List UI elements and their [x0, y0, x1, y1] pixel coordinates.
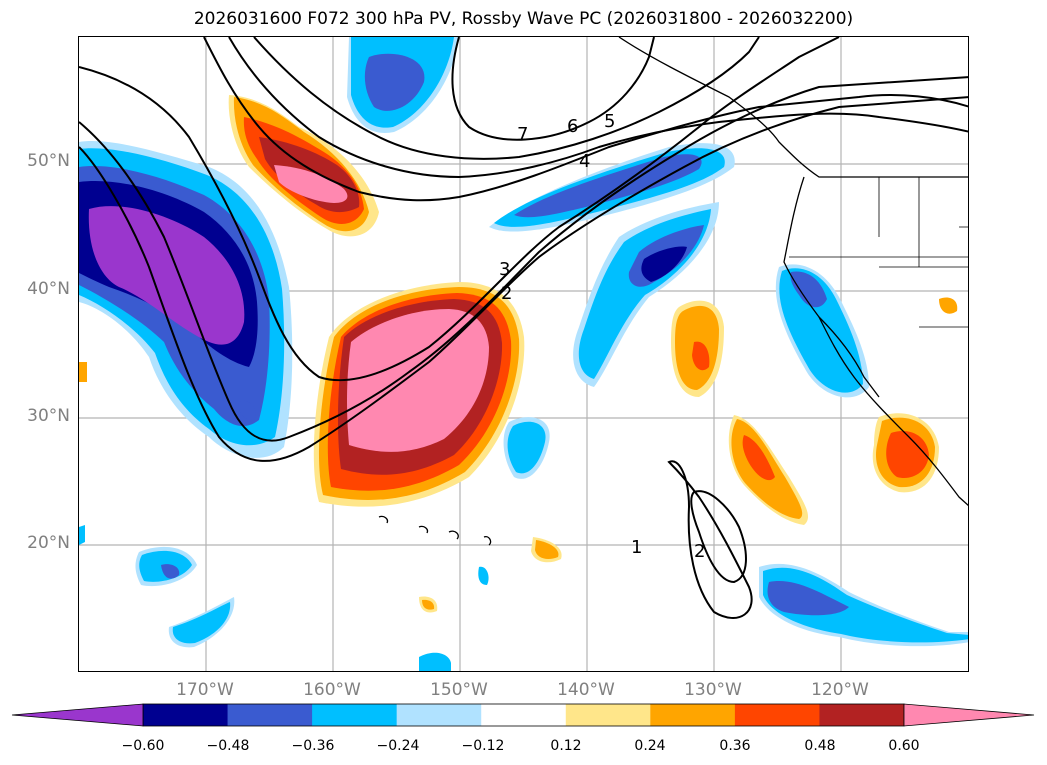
map-plot: 7 6 5 4 3 2 1 2 — [79, 37, 968, 671]
colorbar-tick-060: 0.60 — [888, 738, 920, 754]
lon-label-120w: 120°W — [811, 680, 869, 700]
lon-label-130w: 130°W — [684, 680, 742, 700]
lat-label-30n: 30°N — [27, 406, 70, 426]
colorbar-cell — [819, 704, 905, 726]
lat-label-50n: 50°N — [27, 151, 70, 171]
negative-anomaly-northeast — [347, 37, 735, 232]
geopotential-contours — [79, 37, 968, 619]
colorbar-tick-neg012: −0.12 — [461, 738, 505, 754]
colorbar-tick-036: 0.36 — [719, 738, 751, 754]
lon-label-140w: 140°W — [557, 680, 615, 700]
colorbar-tick-neg048: −0.48 — [206, 738, 250, 754]
colorbar-cell — [227, 704, 313, 726]
contour-label-1: 1 — [631, 537, 642, 558]
colorbar-tick-neg024: −0.24 — [376, 738, 420, 754]
colorbar-cell — [650, 704, 736, 726]
lon-label-170w: 170°W — [176, 680, 234, 700]
colorbar-cells — [142, 703, 905, 727]
colorbar-cell — [312, 704, 398, 726]
map-title: 2026031600 F072 300 hPa PV, Rossby Wave … — [193, 9, 854, 29]
contour-label-5: 5 — [604, 111, 615, 132]
contour-label-7: 7 — [517, 124, 528, 145]
colorbar-tick-neg060: −0.60 — [121, 738, 165, 754]
contour-label-2: 2 — [501, 283, 512, 304]
lat-label-40n: 40°N — [27, 279, 70, 299]
colorbar-tick-neg036: −0.36 — [291, 738, 335, 754]
colorbar-cell — [143, 704, 229, 726]
colorbar — [11, 703, 1035, 727]
contour-label-3: 3 — [499, 259, 510, 280]
contour-label-4: 4 — [579, 151, 590, 172]
negative-anomaly-west — [79, 141, 293, 458]
contour-label-6: 6 — [567, 116, 578, 137]
colorbar-tick-048: 0.48 — [804, 738, 836, 754]
colorbar-extend-max — [903, 703, 1035, 727]
coastlines — [378, 37, 968, 546]
negative-anomaly-mideast — [573, 202, 719, 387]
contour-labels: 7 6 5 4 3 2 1 2 — [499, 111, 705, 562]
positive-anomaly-scattered — [79, 297, 958, 613]
colorbar-cell — [396, 704, 482, 726]
negative-anomaly-scattered — [79, 264, 968, 671]
positive-anomaly-central — [313, 282, 525, 507]
lon-label-160w: 160°W — [303, 680, 361, 700]
lat-label-20n: 20°N — [27, 533, 70, 553]
map-panel: 7 6 5 4 3 2 1 2 — [78, 36, 969, 672]
lon-label-150w: 150°W — [430, 680, 488, 700]
colorbar-cell — [565, 704, 651, 726]
colorbar-tick-024: 0.24 — [634, 738, 666, 754]
colorbar-tick-012: 0.12 — [550, 738, 582, 754]
colorbar-cell — [734, 704, 820, 726]
colorbar-extend-min — [11, 703, 144, 727]
colorbar-cell — [481, 704, 567, 726]
contour-label-2b: 2 — [694, 541, 705, 562]
